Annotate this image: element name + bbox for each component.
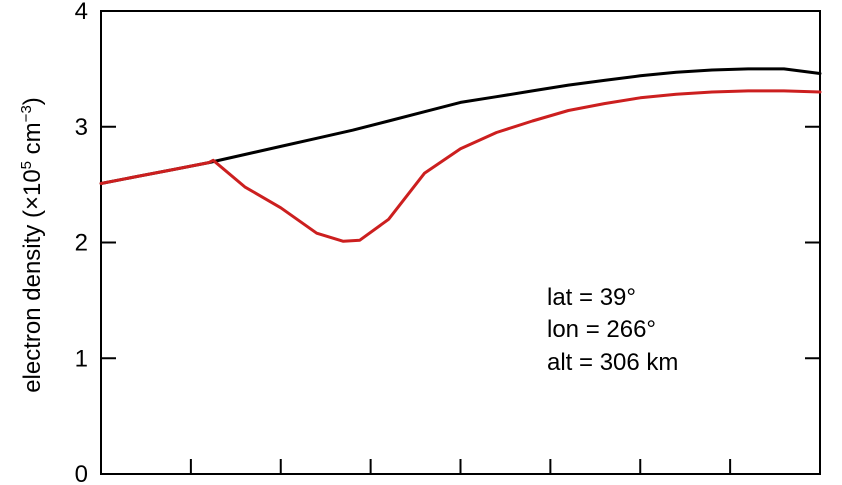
- y-axis-ticks: [101, 10, 820, 475]
- y-axis-title-exponent-5: 5: [18, 161, 35, 169]
- y-tick-label-0: 0: [75, 461, 88, 485]
- annotation-lon: lon = 266°: [547, 316, 656, 343]
- y-axis-title-exponent-minus-3: −3: [18, 105, 35, 122]
- plot-frame: [100, 10, 821, 475]
- y-tick-label-1: 1: [75, 345, 88, 372]
- y-axis-title: electron density (×105 cm−3): [18, 97, 46, 393]
- y-tick-label-3: 3: [75, 114, 88, 141]
- series-line-red: [99, 89, 822, 243]
- y-axis-title-suffix: ): [19, 97, 46, 105]
- series-line-black: [99, 67, 822, 185]
- annotation-alt: alt = 306 km: [547, 349, 678, 376]
- y-axis-tick-labels: 0 1 2 3 4: [75, 0, 88, 485]
- y-axis-title-cm: cm: [19, 122, 46, 161]
- series-layer: [99, 67, 822, 243]
- y-tick-label-4: 4: [75, 0, 88, 25]
- x-axis-ticks: [189, 459, 732, 474]
- y-tick-label-2: 2: [75, 230, 88, 257]
- y-axis-title-prefix: electron density (×10: [19, 169, 46, 392]
- annotation-lat: lat = 39°: [547, 284, 636, 311]
